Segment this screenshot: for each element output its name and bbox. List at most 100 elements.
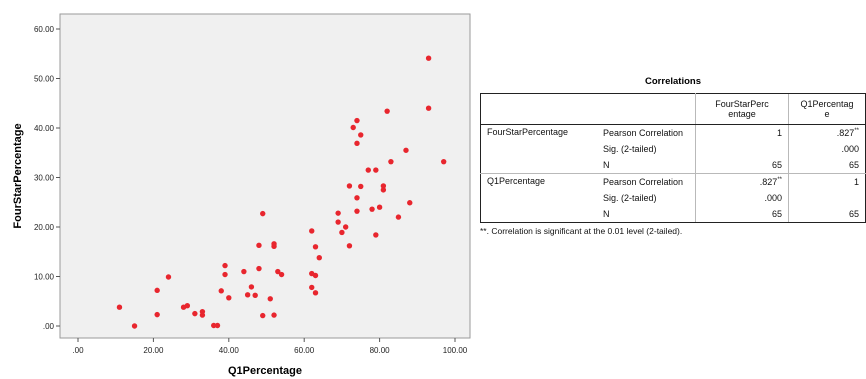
column-header: FourStarPerc entage bbox=[696, 94, 789, 125]
scatter-chart: .00 20.00 40.00 60.00 80.00 100.00 .00 10.00 20… bbox=[0, 0, 475, 379]
data-point bbox=[268, 296, 273, 301]
data-point bbox=[252, 293, 257, 298]
data-point bbox=[343, 224, 348, 229]
table-cell: 65 bbox=[789, 206, 866, 223]
correlations-table: FourStarPerc entage Q1Percentag e FourStarPe… bbox=[480, 93, 866, 223]
y-tick-label: 50.00 bbox=[34, 75, 55, 84]
row-statistic-label: Pearson Correlation bbox=[597, 174, 696, 191]
data-point bbox=[132, 323, 137, 328]
data-point bbox=[226, 295, 231, 300]
data-point bbox=[256, 266, 261, 271]
data-point bbox=[222, 272, 227, 277]
x-tick-label: 100.00 bbox=[443, 346, 468, 355]
y-axis-label: FourStarPercentage bbox=[12, 123, 24, 228]
correlations-title: Correlations bbox=[480, 76, 866, 87]
data-point bbox=[369, 206, 374, 211]
table-cell: .827** bbox=[789, 125, 866, 142]
column-header: Q1Percentag e bbox=[789, 94, 866, 125]
data-point bbox=[260, 313, 265, 318]
data-point bbox=[351, 125, 356, 130]
table-cell: 65 bbox=[789, 157, 866, 174]
data-point bbox=[222, 263, 227, 268]
correlations-footnote: **. Correlation is significant at the 0.… bbox=[480, 226, 866, 236]
data-point bbox=[185, 303, 190, 308]
x-tick-label: 40.00 bbox=[219, 346, 240, 355]
table-cell bbox=[696, 141, 789, 157]
data-point bbox=[309, 228, 314, 233]
data-point bbox=[309, 285, 314, 290]
data-point bbox=[279, 272, 284, 277]
data-point bbox=[271, 312, 276, 317]
data-point bbox=[347, 183, 352, 188]
table-cell: 65 bbox=[696, 206, 789, 223]
data-point bbox=[354, 195, 359, 200]
y-tick-label: 20.00 bbox=[34, 223, 55, 232]
y-tick-label: 40.00 bbox=[34, 124, 55, 133]
data-point bbox=[166, 274, 171, 279]
data-point bbox=[426, 106, 431, 111]
row-statistic-label: Sig. (2-tailed) bbox=[597, 141, 696, 157]
data-point bbox=[373, 167, 378, 172]
data-point bbox=[407, 200, 412, 205]
data-point bbox=[384, 108, 389, 113]
data-point bbox=[426, 56, 431, 61]
x-tick-label: .00 bbox=[72, 346, 84, 355]
x-tick-label: 20.00 bbox=[143, 346, 164, 355]
data-point bbox=[339, 230, 344, 235]
data-point bbox=[373, 232, 378, 237]
row-statistic-label: N bbox=[597, 157, 696, 174]
table-cell: .000 bbox=[696, 190, 789, 206]
data-point bbox=[256, 243, 261, 248]
row-variable-label: FourStarPercentage bbox=[481, 125, 598, 174]
table-cell bbox=[789, 190, 866, 206]
data-point bbox=[219, 288, 224, 293]
data-point bbox=[313, 244, 318, 249]
data-point bbox=[192, 311, 197, 316]
header-blank-cell bbox=[481, 94, 696, 125]
y-tick-label: 30.00 bbox=[34, 174, 55, 183]
y-axis: .00 10.00 20.00 30.00 40.00 50.00 60.00 bbox=[34, 25, 60, 331]
plot-area bbox=[60, 14, 470, 338]
data-point bbox=[245, 292, 250, 297]
data-point bbox=[377, 205, 382, 210]
y-tick-label: .00 bbox=[43, 322, 55, 331]
row-statistic-label: N bbox=[597, 206, 696, 223]
data-point bbox=[347, 243, 352, 248]
table-row: Q1Percentage Pearson Correlation .827** 1 bbox=[481, 174, 866, 191]
data-point bbox=[354, 118, 359, 123]
correlations-panel: Correlations FourStarPerc entage Q1Percent… bbox=[480, 76, 866, 236]
data-point bbox=[358, 132, 363, 137]
x-tick-label: 60.00 bbox=[294, 346, 315, 355]
table-row: FourStarPercentage Pearson Correlation 1.8… bbox=[481, 125, 866, 142]
table-cell: .000 bbox=[789, 141, 866, 157]
data-point bbox=[117, 304, 122, 309]
data-point bbox=[215, 323, 220, 328]
x-axis: .00 20.00 40.00 60.00 80.00 100.00 bbox=[72, 338, 467, 355]
data-point bbox=[403, 148, 408, 153]
data-point bbox=[241, 269, 246, 274]
data-point bbox=[154, 288, 159, 293]
data-point bbox=[441, 159, 446, 164]
data-point bbox=[381, 187, 386, 192]
data-point bbox=[366, 167, 371, 172]
row-statistic-label: Sig. (2-tailed) bbox=[597, 190, 696, 206]
x-tick-label: 80.00 bbox=[370, 346, 391, 355]
table-cell: 1 bbox=[789, 174, 866, 191]
row-statistic-label: Pearson Correlation bbox=[597, 125, 696, 142]
data-point bbox=[358, 184, 363, 189]
data-point bbox=[335, 219, 340, 224]
data-point bbox=[200, 309, 205, 314]
data-point bbox=[249, 284, 254, 289]
data-point bbox=[396, 214, 401, 219]
table-cell: 1 bbox=[696, 125, 789, 142]
significance-flag: ** bbox=[777, 177, 782, 183]
row-variable-label: Q1Percentage bbox=[481, 174, 598, 223]
significance-flag: ** bbox=[854, 128, 859, 134]
data-point bbox=[260, 211, 265, 216]
data-point bbox=[388, 159, 393, 164]
data-point bbox=[354, 208, 359, 213]
table-cell: .827** bbox=[696, 174, 789, 191]
data-point bbox=[354, 141, 359, 146]
data-point bbox=[335, 210, 340, 215]
data-point bbox=[313, 290, 318, 295]
